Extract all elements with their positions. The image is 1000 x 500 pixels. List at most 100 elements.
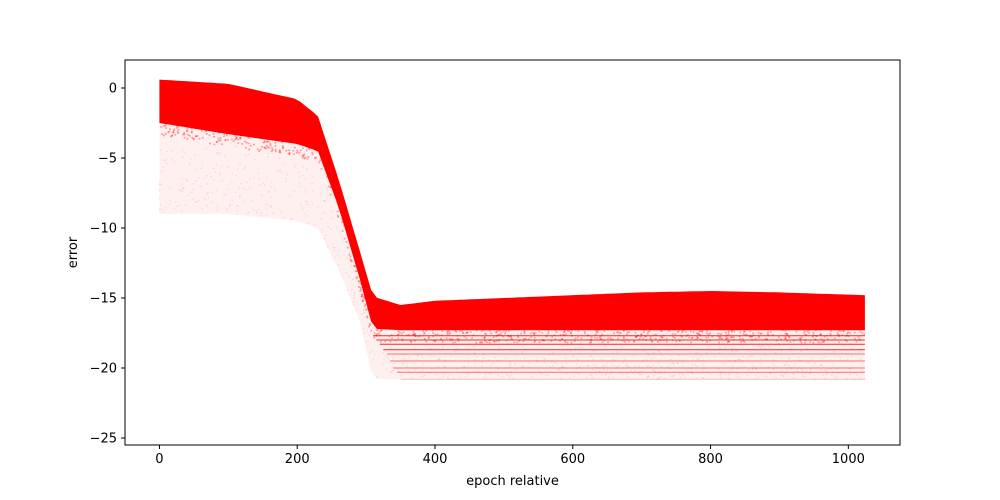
faint-point (561, 345, 564, 348)
faint-point (845, 377, 848, 380)
faint-point (521, 365, 523, 367)
faint-point (714, 355, 716, 358)
band-edge-point (640, 333, 643, 336)
faint-point (547, 374, 549, 377)
faint-point (160, 170, 163, 172)
band-edge-point (603, 330, 606, 333)
faint-point (720, 332, 723, 335)
faint-point (490, 373, 493, 376)
faint-point (773, 364, 776, 366)
band-edge-point (486, 341, 489, 344)
faint-point (673, 374, 675, 377)
band-edge-point (840, 330, 843, 333)
faint-point (271, 148, 274, 151)
faint-point (589, 374, 592, 377)
band-edge-point (483, 336, 486, 339)
faint-point (624, 341, 627, 344)
band-edge-point (368, 324, 371, 327)
band-edge-point (727, 330, 730, 333)
faint-point (545, 374, 547, 376)
faint-point (363, 312, 366, 314)
faint-point (402, 357, 404, 360)
band-edge-point (481, 341, 484, 344)
faint-point (218, 136, 221, 139)
band-edge-point (336, 214, 339, 217)
band-edge-point (570, 329, 573, 332)
band-edge-point (190, 130, 193, 133)
band-edge-point (800, 336, 803, 339)
faint-point (605, 372, 607, 375)
band-edge-point (342, 224, 345, 227)
band-edge-point (205, 130, 208, 132)
band-edge-point (786, 332, 789, 335)
faint-point (625, 372, 628, 375)
band-edge-point (302, 154, 305, 157)
faint-point (857, 350, 860, 353)
faint-point (387, 358, 390, 360)
faint-point (749, 354, 751, 357)
faint-point (786, 370, 788, 372)
band-edge-point (235, 136, 238, 139)
faint-point (751, 355, 754, 358)
faint-point (304, 188, 307, 191)
faint-point (521, 351, 524, 354)
band-edge-point (227, 139, 229, 141)
band-edge-point (853, 337, 856, 340)
faint-point (698, 358, 700, 361)
band-edge-point (622, 329, 625, 332)
faint-point (392, 369, 394, 372)
faint-point (860, 369, 863, 372)
faint-point (722, 363, 724, 365)
faint-point (772, 337, 774, 339)
faint-point (422, 369, 425, 371)
faint-point (574, 346, 577, 349)
faint-point (747, 357, 749, 359)
band-edge-point (358, 280, 361, 283)
faint-point (443, 373, 446, 375)
band-edge-point (730, 329, 733, 332)
faint-point (622, 361, 624, 363)
band-edge-point (267, 140, 270, 143)
faint-point (194, 154, 196, 156)
band-edge-point (594, 333, 597, 336)
band-edge-point (484, 332, 486, 335)
faint-point (216, 209, 218, 212)
band-edge-point (504, 332, 507, 335)
band-edge-point (172, 131, 175, 134)
band-edge-point (462, 332, 465, 335)
faint-point (465, 375, 467, 378)
faint-point (716, 332, 719, 335)
faint-point (669, 363, 671, 366)
faint-point (591, 363, 594, 366)
band-edge-point (695, 332, 698, 335)
faint-point (612, 358, 614, 361)
band-edge-point (303, 157, 306, 160)
faint-point (293, 190, 296, 193)
band-edge-point (681, 329, 684, 332)
faint-point (353, 297, 356, 299)
faint-point (235, 174, 238, 177)
faint-point (775, 377, 777, 379)
band-edge-point (325, 176, 328, 178)
faint-point (753, 366, 755, 368)
band-edge-point (162, 134, 165, 137)
band-edge-point (167, 131, 170, 134)
band-edge-point (623, 337, 625, 340)
band-edge-point (740, 340, 742, 343)
band-edge-point (634, 335, 637, 338)
faint-point (474, 363, 477, 366)
faint-point (194, 201, 197, 204)
faint-point (227, 188, 230, 190)
faint-point (695, 377, 697, 380)
band-edge-point (717, 332, 720, 335)
faint-point (639, 373, 642, 376)
band-edge-point (649, 337, 652, 340)
band-edge-point (343, 237, 346, 240)
band-edge-point (701, 330, 704, 333)
faint-point (671, 375, 674, 378)
faint-point (637, 372, 639, 375)
faint-point (557, 368, 560, 371)
faint-point (402, 363, 405, 366)
band-edge-point (453, 329, 456, 332)
faint-point (271, 212, 274, 214)
